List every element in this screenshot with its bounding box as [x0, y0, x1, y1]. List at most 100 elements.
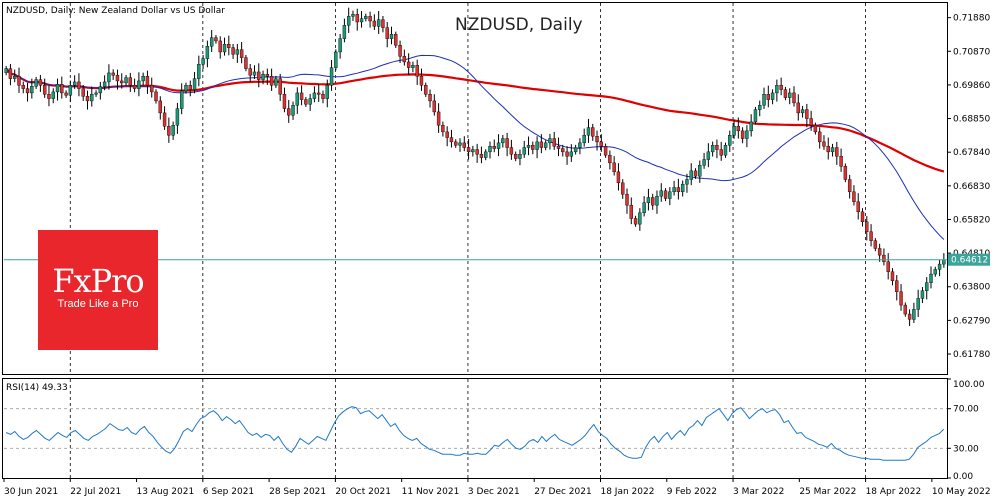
candle-body	[603, 146, 608, 156]
candle-body	[77, 81, 81, 89]
candle-body	[42, 85, 47, 95]
current-price-text: 0.64612	[951, 256, 988, 266]
candle-body	[817, 131, 822, 143]
candle-body	[882, 254, 886, 262]
candle-body	[732, 126, 736, 136]
candle-body	[406, 61, 411, 68]
candle-body	[402, 56, 407, 63]
time-label: 30 Jun 2021	[4, 487, 58, 497]
candle-body	[501, 138, 505, 144]
candle-body	[513, 153, 518, 159]
candle-body	[432, 100, 437, 113]
price-tick-label: 0.61780	[953, 350, 990, 360]
candle-body	[115, 75, 120, 82]
candle-body	[655, 195, 659, 206]
candle-body	[291, 105, 295, 116]
candle-body	[102, 81, 107, 87]
candle-body	[822, 141, 826, 147]
candle-body	[668, 191, 672, 199]
candle-body	[359, 18, 364, 23]
candle-body	[595, 136, 599, 143]
price-tick-label: 0.65820	[953, 215, 990, 225]
candle-body	[526, 145, 531, 148]
candle-body	[890, 271, 895, 281]
candle-body	[531, 145, 535, 150]
candle-body	[719, 149, 723, 156]
candle-body	[877, 248, 882, 256]
ma-red-line	[5, 67, 945, 173]
candle-body	[145, 76, 150, 86]
candle-body	[685, 179, 689, 185]
candle-body	[60, 84, 64, 94]
candle-body	[633, 218, 638, 225]
candle-body	[565, 151, 569, 157]
candle-body	[706, 151, 711, 160]
candle-body	[295, 92, 300, 106]
price-tick-label: 0.67840	[953, 148, 990, 158]
time-label: 28 Sep 2021	[269, 487, 326, 497]
candle-body	[865, 221, 869, 232]
candle-body	[150, 85, 154, 93]
candle-body	[916, 298, 920, 310]
candle-body	[766, 94, 771, 100]
time-label: 25 Mar 2022	[799, 487, 856, 497]
candle-body	[852, 191, 856, 203]
candle-body	[509, 147, 514, 155]
candle-body	[907, 313, 912, 320]
candle-body	[334, 51, 338, 68]
time-label: 27 Dec 2021	[534, 487, 592, 497]
candle-body	[338, 38, 342, 53]
candle-body	[265, 74, 270, 77]
candle-body	[364, 16, 368, 19]
candle-body	[591, 127, 595, 137]
candle-body	[107, 72, 111, 83]
current-price-line: 0.64612	[4, 253, 990, 266]
price-tick-label: 0.63800	[953, 283, 990, 293]
candle-body	[702, 159, 706, 166]
candle-body	[419, 76, 424, 86]
candle-body	[415, 65, 419, 77]
candle-body	[372, 20, 377, 27]
candle-body	[728, 135, 732, 146]
fxpro-logo: FxPro Trade Like a Pro	[38, 230, 158, 350]
candle-body	[535, 141, 539, 150]
candle-body	[209, 37, 214, 47]
vertical-grid	[69, 3, 866, 478]
candle-body	[830, 147, 835, 153]
candle-body	[441, 125, 445, 133]
candle-body	[205, 46, 210, 59]
candle-body	[124, 77, 128, 84]
candle-body	[698, 164, 702, 177]
candle-body	[214, 37, 218, 42]
candle-body	[612, 162, 616, 173]
logo-brand: FxPro	[52, 262, 144, 300]
ma-blue-series	[5, 54, 945, 240]
candle-body	[873, 240, 878, 249]
candle-body	[90, 94, 94, 102]
candle-body	[813, 125, 818, 133]
candle-body	[25, 88, 30, 94]
candle-body	[235, 49, 240, 55]
candle-body	[154, 91, 158, 102]
rsi-label: RSI(14) 49.33	[6, 383, 68, 393]
candle-body	[770, 92, 775, 100]
candle-body	[329, 67, 334, 86]
candle-body	[188, 85, 192, 90]
candle-body	[8, 68, 13, 79]
candle-body	[184, 85, 188, 92]
candle-body	[642, 202, 646, 214]
candle-body	[398, 45, 402, 57]
candle-body	[762, 94, 766, 106]
price-tick-label: 0.66830	[953, 182, 990, 192]
candle-body	[355, 14, 359, 23]
candle-body	[179, 90, 184, 109]
candle-body	[715, 145, 719, 150]
candle-body	[171, 125, 175, 136]
candle-body	[616, 171, 621, 184]
candle-body	[269, 76, 274, 86]
candle-body	[445, 131, 449, 138]
rsi-line	[5, 406, 945, 461]
candle-body	[201, 58, 205, 65]
candle-body	[51, 91, 55, 99]
candle-body	[899, 291, 903, 306]
